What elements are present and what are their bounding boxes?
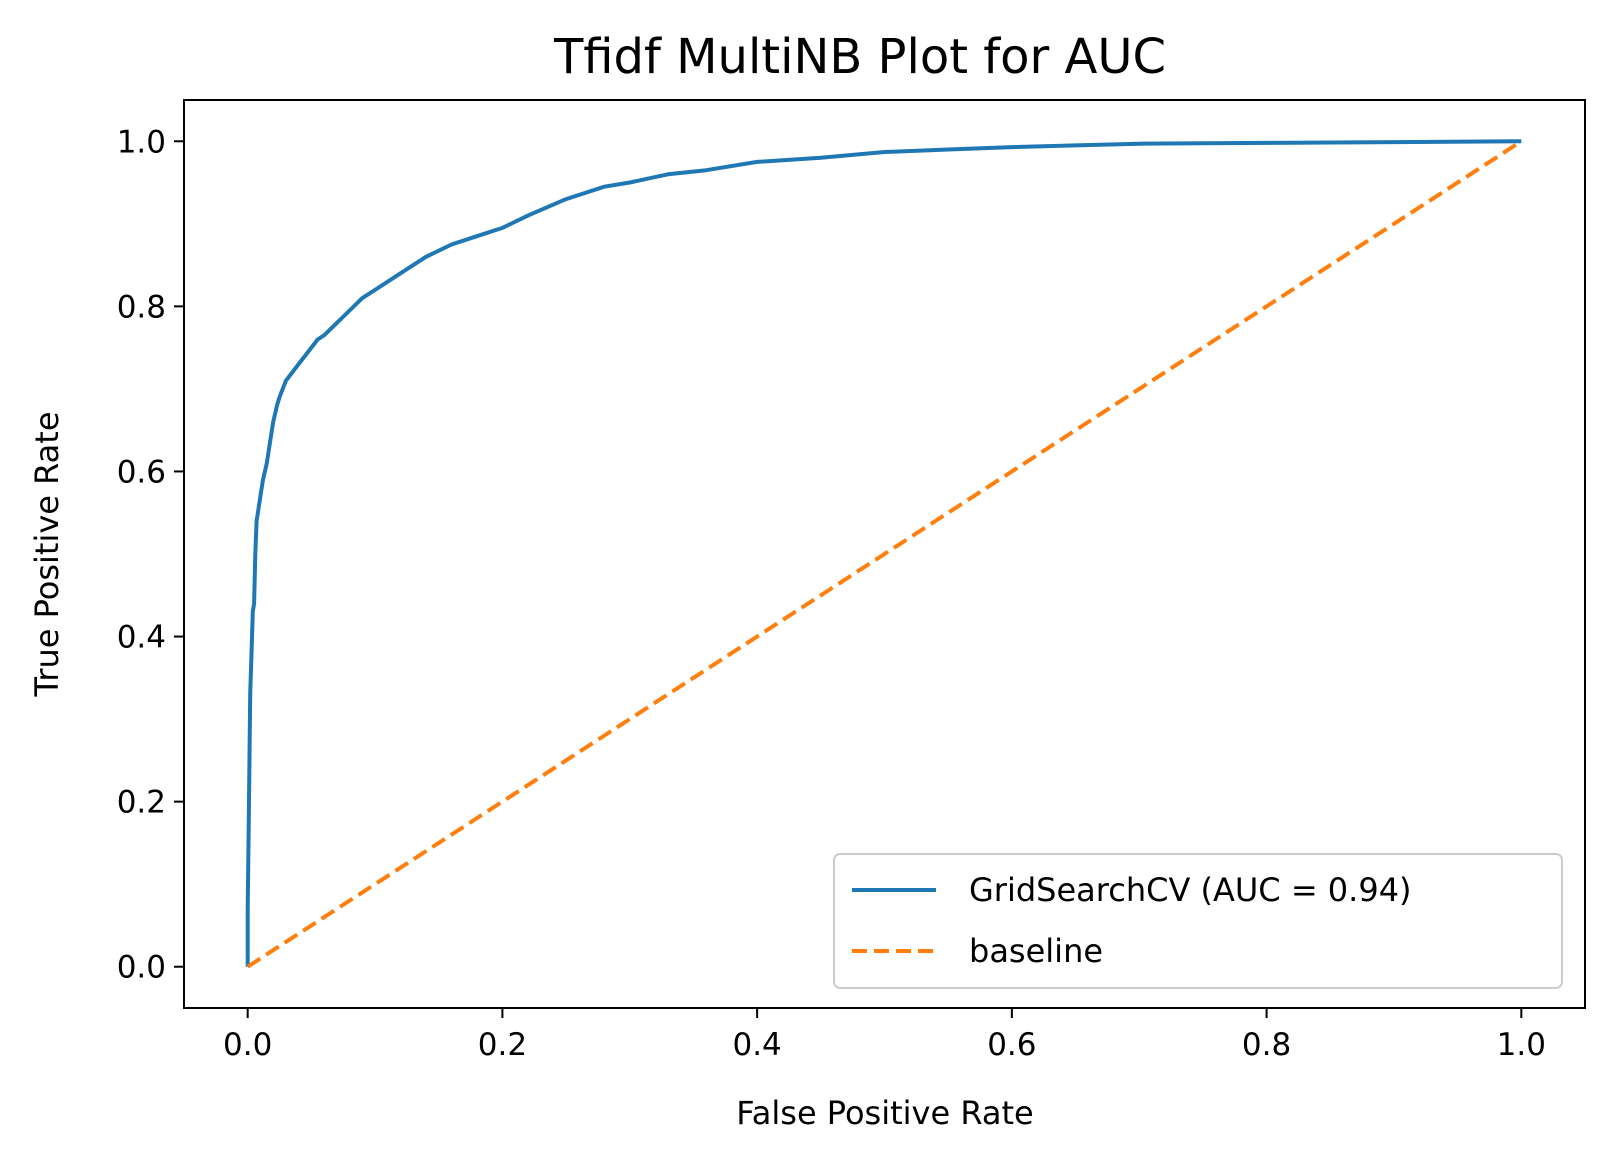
x-axis-label: False Positive Rate: [736, 1094, 1033, 1132]
x-tick-label: 0.2: [478, 1027, 527, 1063]
y-tick-label: 0.6: [117, 454, 166, 490]
x-axis-ticks: 0.0 0.2 0.4 0.6 0.8 1.0: [223, 1008, 1546, 1063]
x-tick-label: 1.0: [1497, 1027, 1546, 1063]
legend: GridSearchCV (AUC = 0.94) baseline: [833, 853, 1563, 989]
y-tick-label: 1.0: [117, 124, 166, 160]
y-axis-label: True Positive Rate: [28, 411, 66, 697]
y-tick-label: 0.4: [117, 620, 166, 656]
y-axis-ticks: 0.0 0.2 0.4 0.6 0.8 1.0: [117, 124, 184, 986]
x-tick-label: 0.6: [987, 1027, 1036, 1063]
series-line-baseline: [246, 139, 1523, 969]
y-tick-label: 0.8: [117, 289, 166, 325]
chart-title: Tfidf MultiNB Plot for AUC: [553, 29, 1166, 85]
x-tick-label: 0.4: [732, 1027, 781, 1063]
x-tick-label: 0.0: [223, 1027, 272, 1063]
plot-frame: [183, 99, 1586, 1009]
legend-box: [833, 853, 1563, 989]
series-line-gridsearchcv: [245, 139, 1522, 967]
plot-area: [183, 99, 1586, 1009]
x-tick-label: 0.8: [1242, 1027, 1291, 1063]
y-tick-label: 0.0: [117, 950, 166, 986]
y-tick-label: 0.2: [117, 785, 166, 821]
series-layer: [245, 139, 1523, 969]
legend-label-gridsearchcv: GridSearchCV (AUC = 0.94): [969, 871, 1412, 909]
legend-label-baseline: baseline: [969, 932, 1103, 970]
